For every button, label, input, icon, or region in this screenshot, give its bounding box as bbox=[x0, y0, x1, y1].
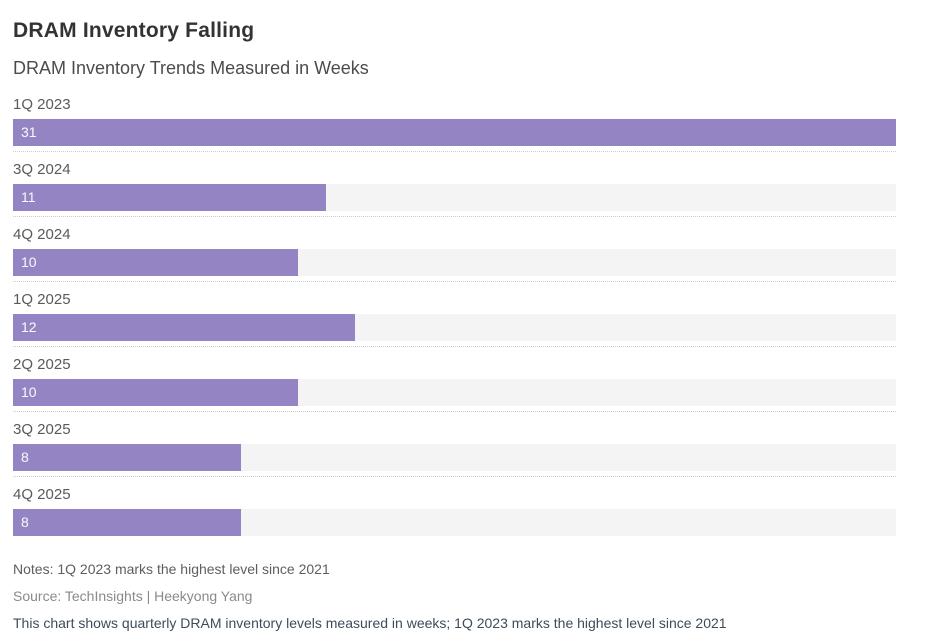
bar-value-label: 12 bbox=[21, 319, 37, 335]
bar-value-label: 8 bbox=[21, 514, 29, 530]
bar-row-label: 3Q 2025 bbox=[13, 421, 71, 438]
row-divider bbox=[13, 151, 896, 152]
bar-row: 4Q 2025 8 bbox=[13, 485, 896, 536]
chart-caption: This chart shows quarterly DRAM inventor… bbox=[13, 615, 727, 631]
bar-track: 31 bbox=[13, 119, 896, 146]
bar-row-label: 3Q 2024 bbox=[13, 161, 71, 178]
bar: 31 bbox=[13, 119, 896, 146]
bar-row: 3Q 2025 8 bbox=[13, 420, 896, 477]
chart-notes: Notes: 1Q 2023 marks the highest level s… bbox=[13, 561, 330, 577]
row-divider bbox=[13, 216, 896, 217]
bar-chart: 1Q 2023 31 3Q 2024 11 4Q 2024 10 1Q 2025 bbox=[13, 95, 896, 536]
bar-track: 10 bbox=[13, 379, 896, 406]
row-divider bbox=[13, 411, 896, 412]
bar-row: 2Q 2025 10 bbox=[13, 355, 896, 412]
row-divider bbox=[13, 476, 896, 477]
bar: 11 bbox=[13, 184, 327, 211]
bar-row: 3Q 2024 11 bbox=[13, 160, 896, 217]
bar-row-label: 4Q 2024 bbox=[13, 226, 71, 243]
bar-track: 12 bbox=[13, 314, 896, 341]
bar-value-label: 10 bbox=[21, 384, 37, 400]
bar-value-label: 10 bbox=[21, 254, 37, 270]
row-divider bbox=[13, 346, 896, 347]
chart-subtitle: DRAM Inventory Trends Measured in Weeks bbox=[13, 58, 369, 78]
bar-track: 10 bbox=[13, 249, 896, 276]
bar-row-label: 1Q 2025 bbox=[13, 291, 71, 308]
bar-row: 4Q 2024 10 bbox=[13, 225, 896, 282]
bar-track: 8 bbox=[13, 444, 896, 471]
bar-track: 11 bbox=[13, 184, 896, 211]
row-divider bbox=[13, 281, 896, 282]
bar-value-label: 11 bbox=[21, 189, 36, 205]
bar: 8 bbox=[13, 444, 241, 471]
bar-row-label: 1Q 2023 bbox=[13, 96, 71, 113]
bar-row: 1Q 2025 12 bbox=[13, 290, 896, 347]
bar: 12 bbox=[13, 314, 355, 341]
bar-track: 8 bbox=[13, 509, 896, 536]
bar-row-label: 4Q 2025 bbox=[13, 486, 71, 503]
bar: 8 bbox=[13, 509, 241, 536]
bar: 10 bbox=[13, 379, 298, 406]
bar-value-label: 8 bbox=[21, 449, 29, 465]
bar-row-label: 2Q 2025 bbox=[13, 356, 71, 373]
bar-value-label: 31 bbox=[21, 124, 37, 140]
bar: 10 bbox=[13, 249, 298, 276]
chart-title: DRAM Inventory Falling bbox=[13, 19, 255, 42]
chart-source: Source: TechInsights | Heekyong Yang bbox=[13, 588, 253, 604]
bar-row: 1Q 2023 31 bbox=[13, 95, 896, 152]
